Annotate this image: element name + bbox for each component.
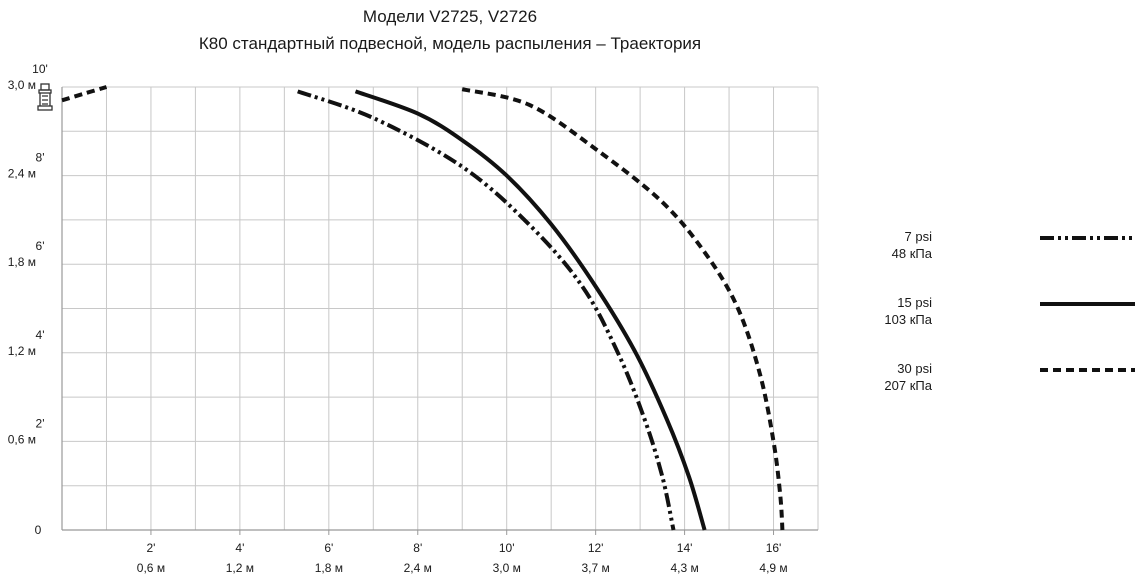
y-tick-label-m: 3,0 м (8, 78, 36, 92)
chart-subtitle: К80 стандартный подвесной, модель распыл… (198, 34, 702, 53)
y-tick-label-m: 1,8 м (8, 255, 36, 269)
x-tick-label-ft: 2' (146, 541, 155, 555)
sprinkler-head-icon (37, 83, 53, 111)
legend-item: 30 psi 207 кПа (812, 360, 932, 394)
x-tick-label-ft: 6' (324, 541, 333, 555)
series-line-7-psi (297, 89, 676, 531)
x-tick-label-m: 3,0 м (493, 561, 521, 575)
legend-item: 15 psi 103 кПа (812, 294, 932, 328)
legend-label-psi: 7 psi (904, 229, 932, 244)
y-tick-label-m: 1,2 м (8, 344, 36, 358)
y-tick-label-ft: 4' (36, 328, 45, 342)
legend-label-psi: 30 psi (897, 361, 932, 376)
y-tick-label-ft: 10' (32, 62, 48, 76)
chart-title: Модели V2725, V2726 (362, 7, 538, 26)
series-lines (61, 85, 785, 531)
legend-label-psi: 15 psi (897, 295, 932, 310)
tick-labels: 2'0,6 м4'1,2 м6'1,8 м8'2,4 м10'3,0 м12'3… (8, 62, 788, 575)
y-tick-label-ft: 8' (36, 151, 45, 165)
legend (1040, 236, 1135, 372)
series-line-30-psi (461, 87, 785, 531)
x-tick-label-m: 1,2 м (226, 561, 254, 575)
y-tick-label-m: 0,6 м (8, 432, 36, 446)
x-tick-label-m: 1,8 м (315, 561, 343, 575)
legend-label-kpa: 48 кПа (891, 246, 932, 261)
y-tick-label-ft: 0 (35, 523, 42, 537)
legend-item: 7 psi 48 кПа (812, 228, 932, 262)
legend-label-kpa: 103 кПа (884, 312, 932, 327)
x-tick-label-ft: 16' (766, 541, 782, 555)
x-tick-label-m: 0,6 м (137, 561, 165, 575)
y-tick-label-ft: 6' (36, 239, 45, 253)
x-tick-label-m: 4,3 м (670, 561, 698, 575)
x-tick-label-m: 2,4 м (404, 561, 432, 575)
legend-label-kpa: 207 кПа (884, 378, 932, 393)
x-tick-label-ft: 10' (499, 541, 515, 555)
chart-axes (61, 87, 818, 531)
series-line-15-psi (354, 89, 707, 531)
x-tick-label-ft: 12' (588, 541, 604, 555)
x-tick-label-ft: 14' (677, 541, 693, 555)
x-tick-label-ft: 4' (235, 541, 244, 555)
y-tick-label-ft: 2' (36, 416, 45, 430)
series-line-start-segment (61, 85, 108, 103)
x-tick-label-m: 3,7 м (582, 561, 610, 575)
y-tick-label-m: 2,4 м (8, 167, 36, 181)
x-tick-label-ft: 8' (413, 541, 422, 555)
x-tick-label-m: 4,9 м (759, 561, 787, 575)
